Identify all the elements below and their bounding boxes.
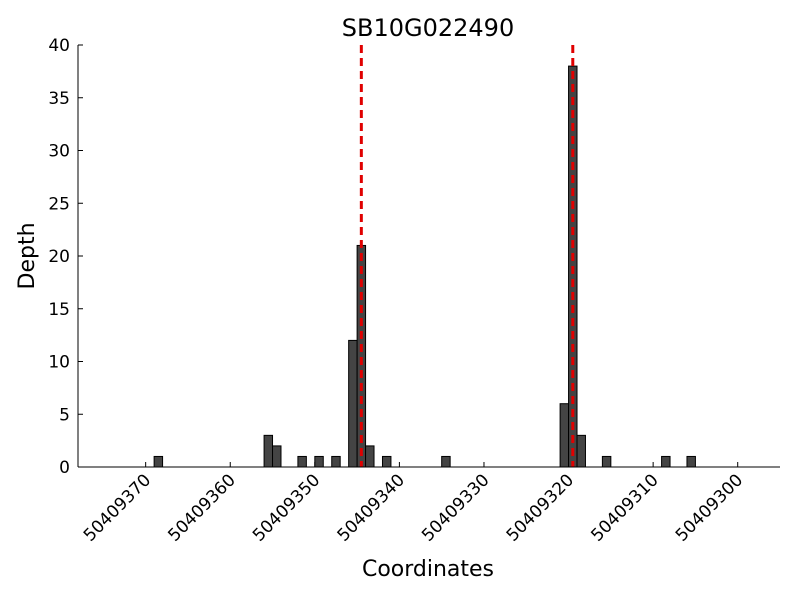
bar xyxy=(331,455,341,468)
bar xyxy=(441,455,451,468)
y-tick-label: 40 xyxy=(48,36,70,56)
bar xyxy=(365,445,375,468)
bar xyxy=(153,455,164,468)
x-tick-label: 50409310 xyxy=(587,470,662,545)
bar xyxy=(297,455,307,468)
bar xyxy=(263,434,274,468)
x-axis-label: Coordinates xyxy=(362,557,494,582)
y-tick-label: 25 xyxy=(48,194,70,214)
x-tick-label: 50409370 xyxy=(80,470,155,545)
bar xyxy=(686,455,696,468)
y-tick-label: 30 xyxy=(48,142,70,162)
bar xyxy=(661,455,671,468)
bar xyxy=(601,455,612,468)
bar xyxy=(576,434,586,468)
y-tick-label: 0 xyxy=(59,458,70,478)
bar xyxy=(381,455,392,468)
y-tick-label: 35 xyxy=(48,89,70,109)
bar xyxy=(314,455,324,468)
bar xyxy=(559,403,570,468)
x-tick-label: 50409340 xyxy=(334,470,409,545)
bar xyxy=(356,244,367,468)
y-tick-label: 20 xyxy=(48,247,70,267)
x-tick-label: 50409350 xyxy=(249,470,324,545)
y-tick-label: 5 xyxy=(59,405,70,425)
y-tick-label: 10 xyxy=(48,353,70,373)
x-tick-label: 50409320 xyxy=(503,470,578,545)
bar xyxy=(348,339,358,468)
y-tick-label: 15 xyxy=(48,300,70,320)
x-tick-label: 50409360 xyxy=(164,470,239,545)
x-tick-label: 50409300 xyxy=(672,470,747,545)
chart-title: SB10G022490 xyxy=(342,14,514,42)
x-tick-label: 50409330 xyxy=(418,470,493,545)
y-axis-label: Depth xyxy=(15,222,40,289)
bar xyxy=(272,445,282,468)
